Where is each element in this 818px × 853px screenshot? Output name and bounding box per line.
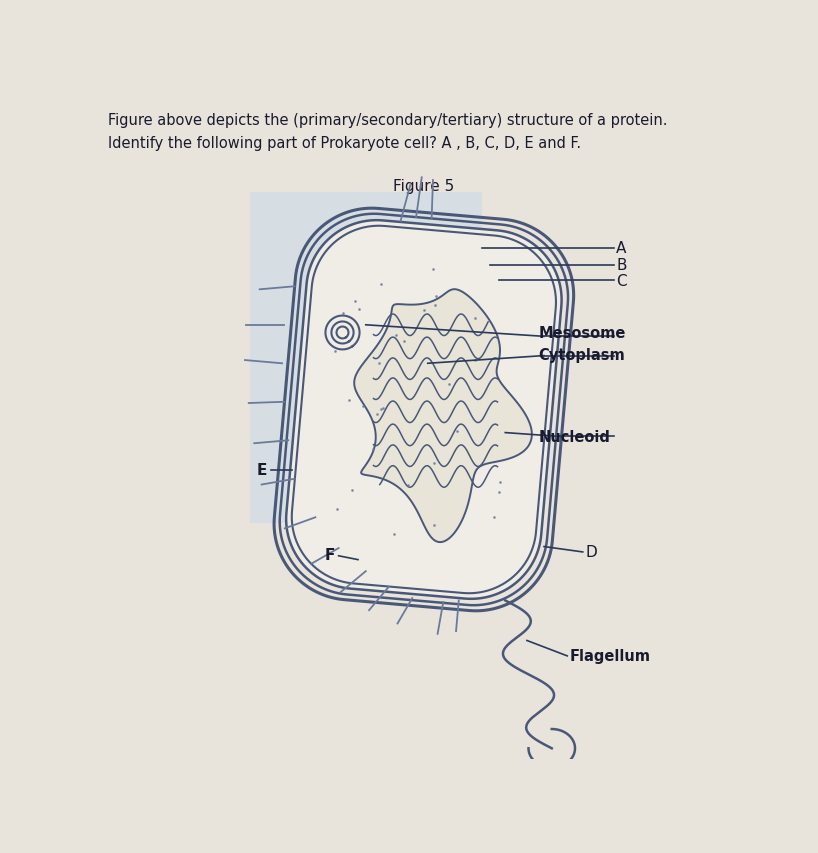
Text: Figure above depicts the (primary/secondary/tertiary) structure of a protein.: Figure above depicts the (primary/second… [109, 113, 668, 128]
Text: Nucleoid: Nucleoid [538, 429, 610, 444]
Text: Cytoplasm: Cytoplasm [538, 347, 625, 363]
Text: Figure 5: Figure 5 [393, 179, 455, 194]
Text: B: B [616, 258, 627, 273]
Text: Mesosome: Mesosome [538, 326, 626, 340]
Text: C: C [616, 273, 627, 288]
Text: D: D [585, 545, 597, 560]
Text: Identify the following part of Prokaryote cell? A , B, C, D, E and F.: Identify the following part of Prokaryot… [109, 136, 582, 151]
FancyBboxPatch shape [249, 193, 482, 524]
Text: E: E [257, 462, 267, 478]
Text: Flagellum: Flagellum [569, 648, 650, 664]
Polygon shape [354, 290, 532, 543]
Text: A: A [616, 241, 627, 256]
Text: F: F [325, 547, 335, 562]
Polygon shape [286, 221, 562, 599]
